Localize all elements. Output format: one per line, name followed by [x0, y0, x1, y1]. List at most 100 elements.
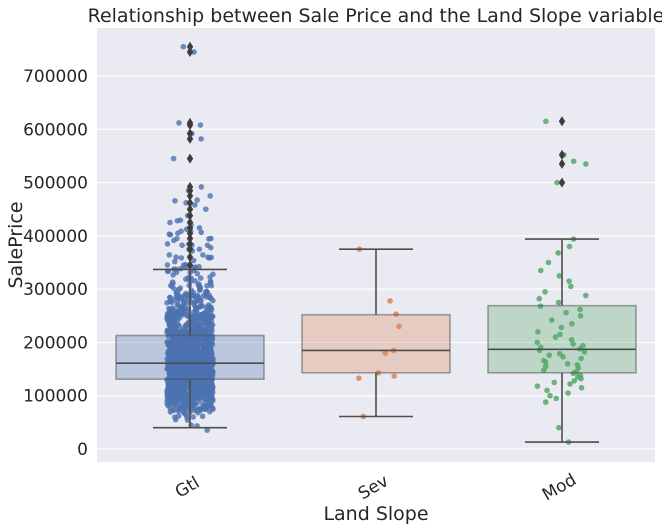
strip-point-gtl	[167, 219, 173, 226]
strip-point-mod	[558, 324, 565, 331]
strip-point-gtl	[174, 302, 181, 309]
strip-point-gtl	[203, 403, 209, 410]
strip-point-gtl	[208, 306, 215, 313]
outlier-marker-mod	[558, 177, 566, 188]
y-tick-label: 300000	[23, 280, 88, 300]
strip-point-gtl	[202, 379, 209, 385]
strip-point-gtl	[176, 120, 182, 126]
box-mod	[487, 304, 637, 374]
strip-point-mod	[548, 317, 555, 323]
outlier-marker-mod	[558, 158, 566, 169]
strip-point-mod	[564, 360, 571, 367]
strip-point-mod	[577, 312, 584, 319]
y-tick-label: 200000	[23, 333, 88, 353]
outlier-marker-mod	[558, 149, 566, 160]
strip-point-gtl	[168, 318, 175, 325]
strip-point-gtl	[197, 122, 204, 128]
strip-point-gtl	[198, 356, 204, 363]
strip-point-gtl	[194, 197, 201, 203]
strip-point-mod	[555, 299, 562, 306]
strip-point-mod	[577, 306, 583, 313]
outlier-marker-gtl	[186, 244, 194, 255]
strip-point-gtl	[194, 352, 200, 359]
strip-point-mod	[577, 372, 584, 379]
strip-point-gtl	[189, 317, 196, 323]
strip-point-gtl	[172, 395, 179, 402]
strip-point-mod	[546, 352, 553, 359]
x-tick-label: Sev	[355, 471, 392, 504]
strip-point-gtl	[208, 369, 214, 375]
strip-point-mod	[537, 267, 544, 274]
strip-point-gtl	[202, 337, 209, 343]
strip-point-gtl	[190, 289, 197, 296]
strip-point-mod	[543, 118, 549, 125]
strip-point-gtl	[189, 349, 195, 356]
strip-point-mod	[551, 379, 558, 386]
strip-point-gtl	[169, 305, 176, 311]
strip-point-gtl	[183, 392, 189, 399]
strip-point-sev	[387, 298, 393, 304]
strip-point-gtl	[190, 414, 197, 420]
strip-point-gtl	[170, 155, 177, 162]
strip-point-sev	[382, 350, 389, 356]
strip-point-gtl	[208, 318, 215, 324]
strip-point-gtl	[175, 317, 181, 323]
strip-point-mod	[542, 363, 549, 370]
strip-point-gtl	[167, 294, 173, 301]
strip-point-gtl	[165, 328, 171, 335]
strip-point-gtl	[201, 310, 208, 316]
strip-point-gtl	[170, 379, 176, 385]
strip-point-gtl	[178, 255, 185, 261]
x-tick-labels: Gtl Sev Mod	[172, 470, 580, 505]
strip-point-gtl	[195, 281, 202, 287]
strip-point-mod	[566, 243, 573, 250]
strip-point-gtl	[202, 289, 209, 295]
strip-point-gtl	[181, 410, 188, 416]
strip-point-gtl	[165, 402, 172, 409]
strip-point-gtl	[207, 193, 214, 199]
strip-point-mod	[570, 158, 577, 165]
strip-point-mod	[567, 381, 573, 387]
strip-point-gtl	[207, 356, 214, 363]
strip-point-gtl	[194, 292, 201, 299]
strip-point-gtl	[196, 399, 202, 405]
strip-point-gtl	[196, 264, 202, 270]
strip-point-gtl	[181, 401, 188, 407]
strip-point-gtl	[203, 206, 209, 213]
y-tick-label: 700000	[23, 67, 88, 87]
strip-point-mod	[534, 383, 541, 389]
strip-point-mod	[571, 377, 578, 384]
strip-point-gtl	[196, 246, 203, 252]
strip-point-mod	[535, 328, 541, 335]
strip-point-gtl	[177, 307, 183, 313]
strip-point-sev	[391, 373, 398, 379]
strip-point-gtl	[165, 383, 172, 390]
strip-point-mod	[565, 390, 571, 396]
strip-point-gtl	[173, 290, 180, 297]
strip-point-gtl	[196, 225, 203, 231]
strip-point-gtl	[180, 43, 187, 50]
strip-point-gtl	[204, 427, 210, 433]
strip-point-mod	[542, 289, 548, 295]
strip-point-gtl	[169, 279, 176, 285]
strip-point-mod	[568, 336, 575, 343]
strip-point-gtl	[176, 390, 182, 397]
outlier-marker-gtl	[186, 190, 194, 201]
strip-point-gtl	[202, 386, 209, 392]
strip-point-gtl	[192, 202, 198, 208]
y-tick-label: 600000	[23, 120, 88, 140]
strip-point-gtl	[172, 296, 178, 303]
strip-point-gtl	[164, 262, 171, 268]
strip-point-gtl	[174, 312, 180, 319]
strip-point-gtl	[169, 283, 175, 290]
strip-point-mod	[578, 355, 584, 362]
strip-point-mod	[582, 292, 589, 299]
outlier-marker-gtl	[186, 133, 194, 144]
outlier-marker-gtl	[186, 47, 194, 58]
outlier-marker-gtl	[186, 260, 194, 271]
box-sev	[301, 313, 451, 374]
strip-point-gtl	[198, 229, 205, 236]
strip-point-mod	[580, 342, 586, 349]
strip-point-gtl	[205, 254, 211, 260]
y-tick-label: 0	[77, 440, 88, 460]
